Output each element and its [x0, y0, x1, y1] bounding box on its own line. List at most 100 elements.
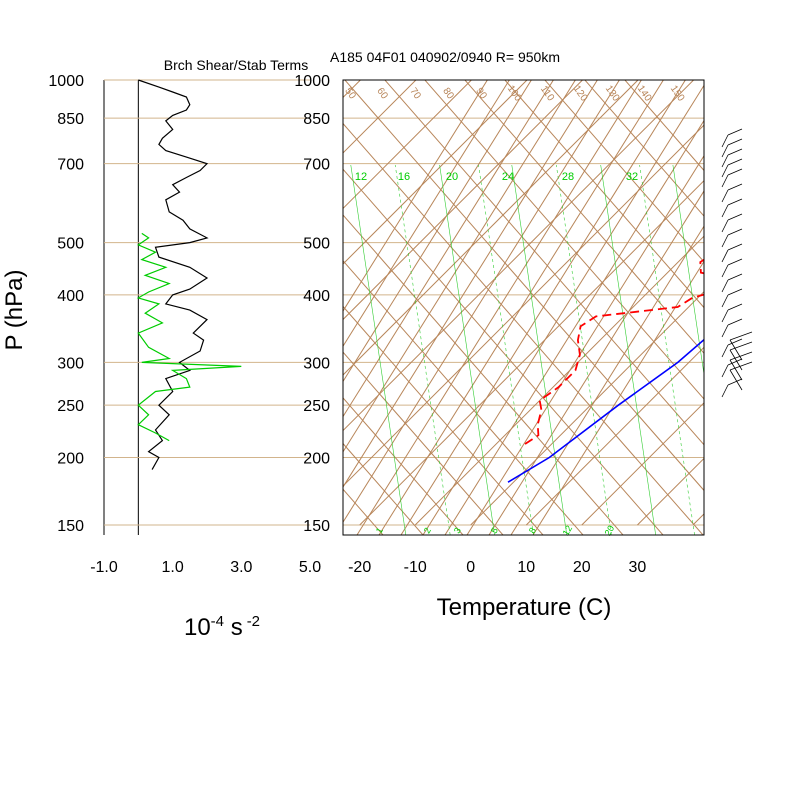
wind-barb-shaft — [721, 189, 729, 203]
stability-term-line — [136, 232, 242, 442]
isotherm-line — [343, 80, 472, 210]
adiabat-line-moist — [343, 122, 704, 535]
wind-barb — [727, 338, 743, 346]
left-pressure-label-300: 300 — [57, 355, 84, 372]
left-pressure-labels: 1000 850 700 500 400 300 250 200 150 — [48, 73, 84, 535]
isotherm-line — [343, 80, 583, 321]
mixing-ratio-line — [511, 164, 568, 535]
temperature-dewpoint-profiles — [507, 258, 704, 483]
wind-barb — [727, 288, 743, 296]
adiabat-line-moist — [343, 305, 544, 535]
skewt-panel: A185 04F01 040902/0940 R= 950km 50 60 70 80… — [294, 49, 753, 621]
temperature-tick-30: 30 — [628, 559, 646, 576]
mix-bottom-label-1: 1 — [374, 526, 385, 535]
wind-barb-shaft — [721, 144, 729, 158]
right-pressure-label-300: 300 — [303, 355, 330, 372]
mixing-ratio-line — [600, 164, 656, 535]
wind-barb-shaft — [721, 364, 729, 378]
isotherm-line — [343, 80, 528, 265]
wind-barb-shaft — [721, 324, 729, 338]
adiabat-line — [343, 80, 532, 383]
isotherm-line — [581, 402, 704, 526]
unit-exponent-1: -4 — [211, 613, 224, 630]
skew-grid — [343, 80, 704, 535]
wind-barb-shaft — [721, 279, 729, 293]
wind-barb — [727, 128, 743, 136]
right-pressure-label-400: 400 — [303, 288, 330, 305]
left-isobar-grid — [103, 79, 310, 535]
left-pressure-label-1000: 1000 — [48, 73, 84, 90]
wind-barb-shaft — [721, 134, 729, 148]
wind-barb-shaft — [721, 309, 729, 323]
skewt-plot-frame — [342, 79, 705, 536]
right-pressure-label-250: 250 — [303, 398, 330, 415]
adiabat-line-moist — [343, 259, 584, 535]
left-pressure-label-400: 400 — [57, 288, 84, 305]
temperature-axis-label: Temperature (C) — [437, 594, 612, 621]
left-series-group — [136, 79, 242, 470]
mixing-ratio-line — [394, 164, 451, 535]
isotherm-line — [343, 80, 694, 432]
wind-barb-shaft — [721, 294, 729, 308]
temperature-line — [507, 338, 704, 483]
mix-top-label-16: 16 — [398, 171, 410, 183]
right-pressure-label-150: 150 — [303, 518, 330, 535]
left-x-tick-5.0: 5.0 — [299, 559, 321, 576]
mix-bottom-label-5: 5 — [489, 526, 500, 535]
temperature-tick--10: -10 — [404, 559, 427, 576]
temperature-tick-labels: -20 -10 0 10 20 30 — [348, 559, 646, 576]
adiabat-line — [532, 260, 704, 535]
isotherm-line — [343, 124, 704, 487]
adiabat-line-moist — [384, 80, 704, 446]
unit-base: 10 — [184, 614, 211, 641]
wind-barb-shaft — [721, 344, 729, 358]
wind-barb — [727, 228, 743, 236]
unit-seconds: s — [231, 614, 243, 641]
right-panel-title: A185 04F01 040902/0940 R= 950km — [330, 49, 560, 65]
mix-bottom-label-12: 12 — [561, 524, 575, 538]
mixing-ratio-line — [556, 164, 612, 535]
wind-barb — [727, 318, 743, 326]
wind-barb — [727, 358, 743, 366]
mixing-ratio-labels: 12 16 20 24 28 321 2 3 5 8 12 20 — [355, 171, 638, 537]
adiabat-line — [343, 80, 620, 524]
adiabat-line — [466, 154, 704, 535]
mix-top-label-24: 24 — [502, 171, 514, 183]
adiabat-line-moist — [343, 397, 464, 535]
left-x-tick-1.0: 1.0 — [162, 559, 184, 576]
adiabat-line-moist — [584, 80, 704, 217]
adiabat-line-moist — [344, 80, 704, 492]
left-pressure-label-500: 500 — [57, 236, 84, 253]
adiabat-line-moist — [343, 168, 664, 535]
adiabat-line — [343, 80, 554, 418]
wind-barb — [727, 243, 743, 251]
wind-barb-shaft — [721, 164, 729, 178]
temperature-tick-20: 20 — [573, 559, 591, 576]
wind-barb-shaft — [721, 249, 729, 263]
right-pressure-labels: 1000 850 700 500 400 300 250 200 150 — [294, 73, 330, 535]
mix-top-label-28: 28 — [562, 171, 574, 183]
adiabat-line-moist — [424, 80, 704, 400]
wind-barbs — [721, 128, 753, 398]
mix-bottom-label-2: 2 — [422, 526, 433, 535]
left-x-tick-labels: -1.0 1.0 3.0 5.0 — [90, 559, 321, 576]
wind-barb — [727, 273, 743, 281]
wind-barb-shaft — [721, 204, 729, 218]
shear-term-line — [138, 79, 209, 470]
isotherm-line — [359, 179, 704, 526]
mixing-ratio-line — [672, 164, 704, 377]
mixing-ratio-line — [439, 164, 495, 535]
mixing-ratio-lines — [350, 164, 704, 535]
wind-barb — [727, 158, 743, 166]
wind-barb-lower — [729, 361, 753, 371]
adiabat-line — [400, 80, 686, 535]
mix-bottom-label-8: 8 — [527, 526, 538, 535]
adiabat-line-moist — [624, 80, 704, 172]
wind-barb-lower — [729, 351, 753, 361]
wind-barb-shaft — [721, 154, 729, 168]
left-pressure-label-700: 700 — [57, 157, 84, 174]
mixing-ratio-line — [350, 164, 407, 535]
wind-barb-lower — [729, 331, 753, 341]
adiabat-line — [378, 80, 664, 535]
left-panel-title: Brch Shear/Stab Terms — [164, 57, 308, 73]
